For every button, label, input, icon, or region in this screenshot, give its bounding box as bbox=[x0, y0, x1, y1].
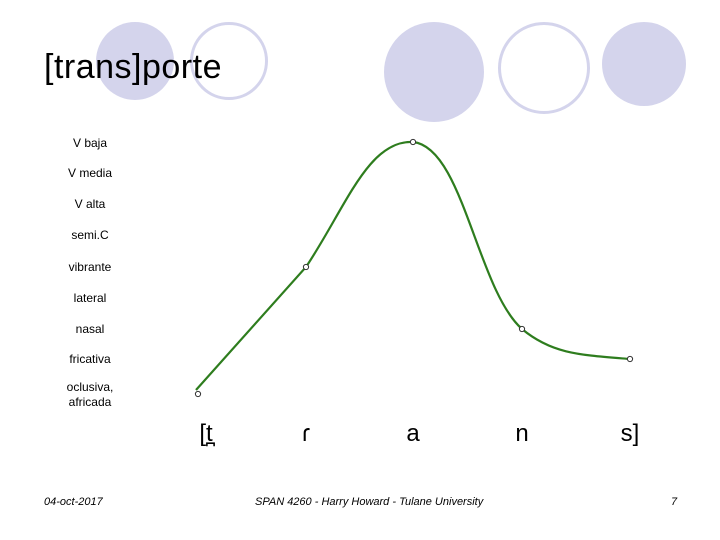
y-axis-label: fricativa bbox=[69, 352, 111, 366]
y-axis-label: nasal bbox=[75, 322, 105, 336]
x-axis-segment: n bbox=[515, 420, 529, 447]
decorative-circle-3 bbox=[602, 22, 686, 106]
x-axis-segment: s] bbox=[620, 420, 640, 447]
sonority-curve bbox=[195, 140, 631, 391]
footer-page-number: 7 bbox=[671, 496, 678, 508]
y-axis-label: vibrante bbox=[68, 260, 112, 274]
decorative-circle-1 bbox=[96, 22, 174, 100]
data-point bbox=[302, 263, 310, 271]
data-point bbox=[518, 325, 526, 333]
footer-course: SPAN 4260 - Harry Howard - Tulane Univer… bbox=[255, 496, 484, 508]
y-axis-label: V baja bbox=[72, 136, 108, 150]
y-axis-label: semi.C bbox=[71, 228, 109, 242]
y-axis-label: V media bbox=[67, 166, 113, 180]
data-point bbox=[194, 390, 202, 398]
x-axis-segment: ɾ bbox=[302, 420, 310, 447]
x-axis-segment: [t̪ bbox=[199, 420, 213, 447]
y-axis-label: V alta bbox=[74, 197, 106, 211]
data-point bbox=[409, 138, 417, 146]
x-axis-segment: a bbox=[406, 420, 420, 447]
decorative-circle-2 bbox=[384, 22, 484, 122]
decorative-ring-2 bbox=[498, 22, 590, 114]
slide-title: [trans]porte bbox=[44, 48, 222, 86]
data-point bbox=[626, 355, 634, 363]
y-axis-label: oclusiva, africada bbox=[66, 380, 114, 409]
decorative-ring-1 bbox=[190, 22, 268, 100]
footer-date: 04-oct-2017 bbox=[44, 496, 103, 508]
y-axis-label: lateral bbox=[73, 291, 107, 305]
